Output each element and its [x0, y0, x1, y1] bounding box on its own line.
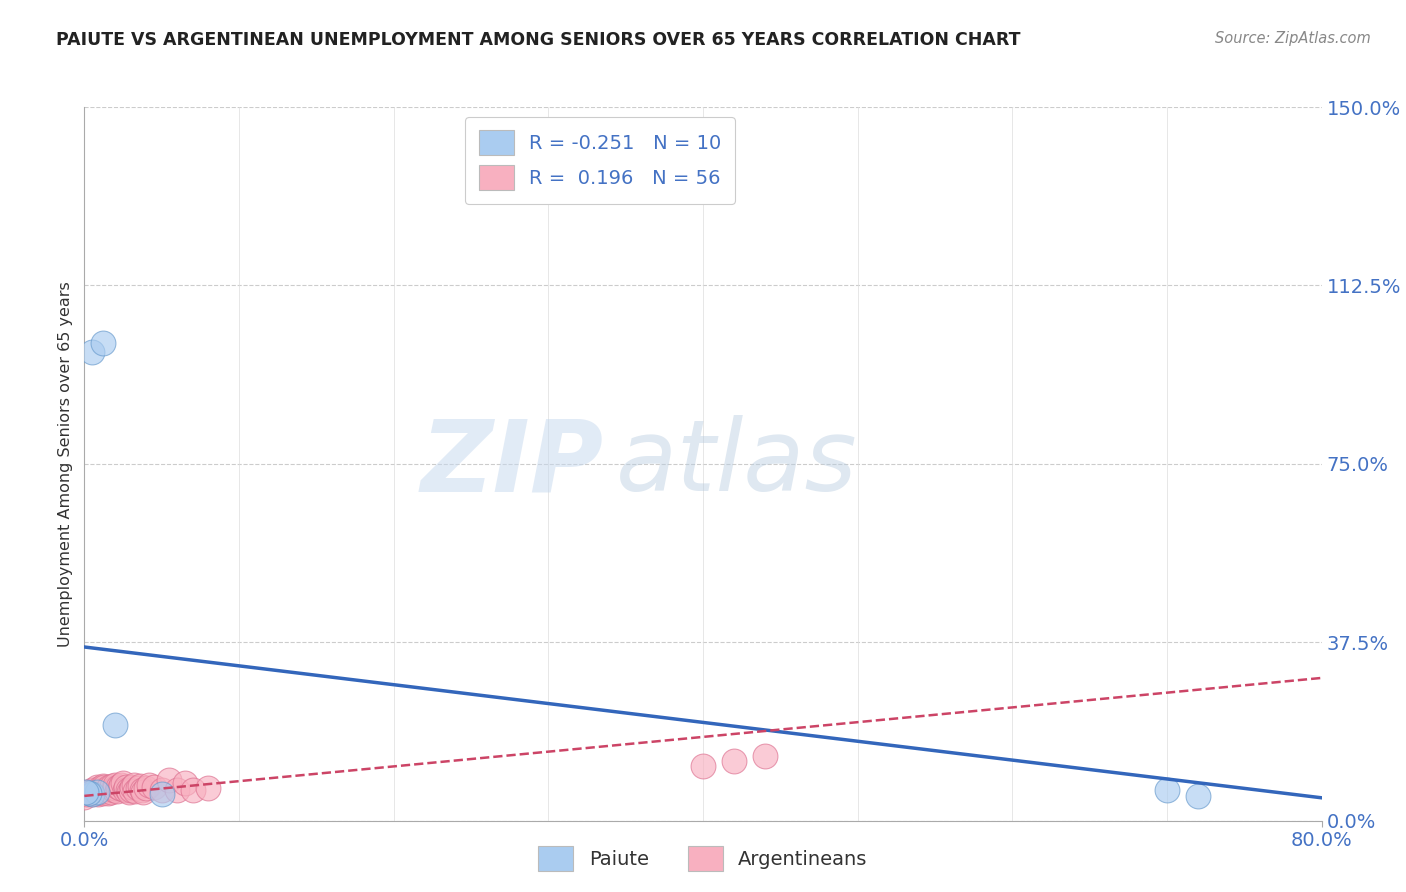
Point [115, 780, 138, 795]
Point [143, 780, 166, 795]
Point [103, 782, 125, 797]
Point [82, 788, 104, 802]
Point [91, 786, 114, 800]
Point [73, 789, 96, 804]
Point [197, 781, 219, 796]
Point [138, 778, 160, 792]
Legend: Paiute, Argentineans: Paiute, Argentineans [530, 838, 876, 879]
Point [105, 784, 128, 798]
Point [692, 759, 714, 773]
Point [90, 782, 112, 797]
Point [94, 784, 117, 798]
Point [91, 780, 114, 794]
Point [159, 773, 181, 788]
Point [89, 781, 111, 796]
Text: PAIUTE VS ARGENTINEAN UNEMPLOYMENT AMONG SENIORS OVER 65 YEARS CORRELATION CHART: PAIUTE VS ARGENTINEAN UNEMPLOYMENT AMONG… [56, 31, 1021, 49]
Point [112, 775, 135, 789]
Point [75, 785, 97, 799]
Point [104, 778, 127, 792]
Point [108, 781, 131, 796]
Point [132, 785, 155, 799]
Point [82, 788, 104, 802]
Point [91, 335, 114, 350]
Point [122, 778, 145, 792]
Point [124, 784, 146, 798]
Point [79, 786, 101, 800]
Point [100, 785, 122, 799]
Point [82, 345, 104, 359]
Point [1187, 789, 1209, 803]
Text: Source: ZipAtlas.com: Source: ZipAtlas.com [1215, 31, 1371, 46]
Point [118, 785, 141, 799]
Point [77, 785, 100, 799]
Point [104, 718, 127, 732]
Point [131, 782, 153, 797]
Point [86, 785, 108, 799]
Point [97, 782, 120, 797]
Point [98, 780, 121, 795]
Point [93, 780, 115, 795]
Point [107, 780, 129, 795]
Point [128, 781, 150, 796]
Point [86, 780, 108, 795]
Point [77, 786, 100, 800]
Point [82, 782, 104, 797]
Point [754, 749, 776, 764]
Point [83, 785, 105, 799]
Point [120, 782, 142, 797]
Point [76, 788, 98, 802]
Point [181, 782, 204, 797]
Point [93, 782, 115, 797]
Point [117, 782, 139, 797]
Point [104, 781, 127, 796]
Point [135, 781, 157, 796]
Point [84, 782, 107, 797]
Point [87, 788, 110, 802]
Text: atlas: atlas [616, 416, 858, 512]
Point [97, 786, 120, 800]
Point [723, 754, 745, 768]
Point [174, 775, 197, 789]
Point [110, 778, 132, 792]
Point [101, 780, 124, 794]
Point [86, 786, 108, 800]
Point [150, 788, 173, 802]
Point [166, 782, 188, 797]
Point [121, 780, 143, 795]
Point [150, 782, 173, 797]
Point [89, 785, 111, 799]
Point [114, 782, 136, 797]
Text: ZIP: ZIP [420, 416, 605, 512]
Y-axis label: Unemployment Among Seniors over 65 years: Unemployment Among Seniors over 65 years [58, 281, 73, 647]
Point [1156, 782, 1178, 797]
Point [129, 780, 152, 794]
